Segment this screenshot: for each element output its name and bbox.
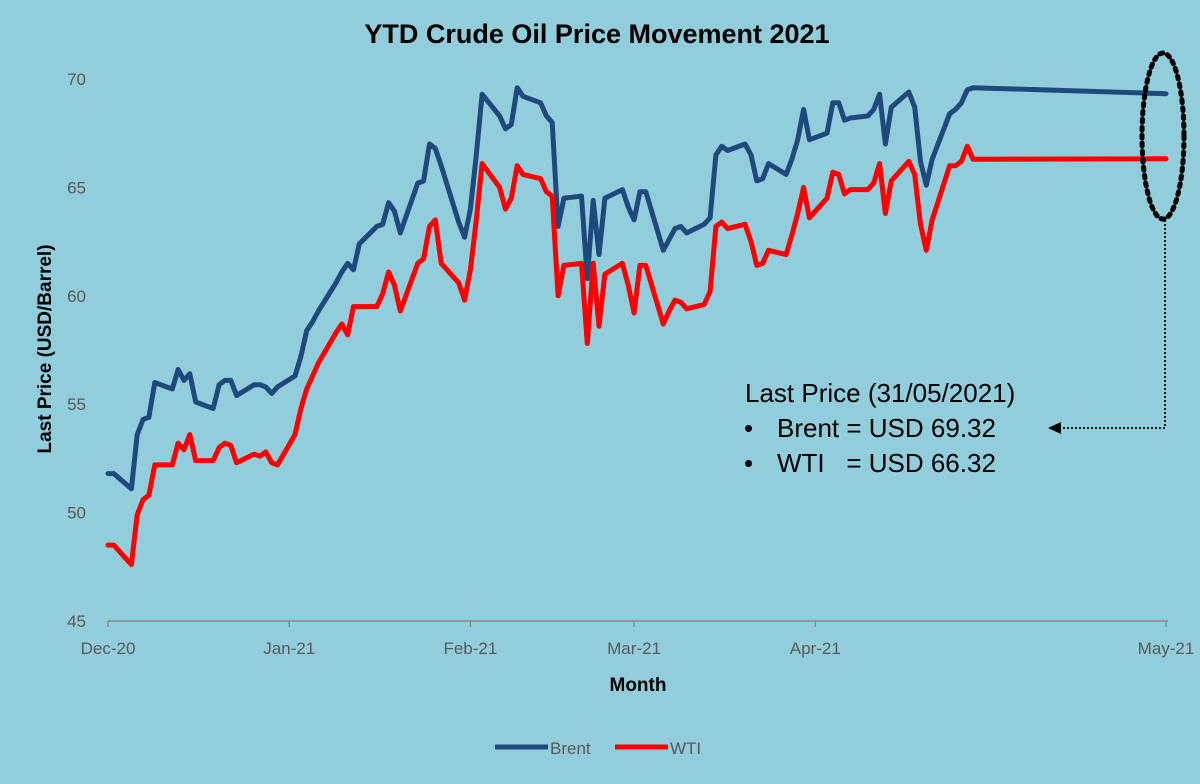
connector-arrowhead: [1048, 422, 1061, 434]
y-tick-label: 65: [67, 178, 86, 197]
y-tick-label: 45: [67, 612, 86, 631]
y-axis-title: Last Price (USD/Barrel): [35, 244, 56, 453]
annotation-heading: Last Price (31/05/2021): [745, 378, 1015, 408]
chart-title: YTD Crude Oil Price Movement 2021: [364, 19, 829, 49]
annotation-bullet-wti: •: [744, 448, 753, 478]
annotation-connector: [1060, 220, 1166, 429]
y-tick-label: 50: [67, 504, 86, 523]
y-axis-ticks: 45 50 55 60 65 70: [67, 70, 86, 631]
x-axis-ticks: Dec-20 Jan-21 Feb-21 Mar-21 Apr-21 May-21: [81, 621, 1195, 658]
x-tick-label: Mar-21: [607, 639, 661, 658]
y-tick-label: 60: [67, 287, 86, 306]
x-tick-label: Feb-21: [443, 639, 497, 658]
legend: Brent WTI: [495, 739, 701, 758]
series-line-wti: [105, 143, 1169, 568]
x-tick-label: Dec-20: [81, 639, 136, 658]
x-axis-title: Month: [610, 675, 667, 696]
annotation-brent: Brent = USD 69.32: [777, 413, 996, 443]
annotation-bullet-brent: •: [744, 413, 753, 443]
legend-label-wti: WTI: [670, 739, 701, 758]
annotation-wti: WTI = USD 66.32: [777, 448, 996, 478]
series-line-brent: [105, 85, 1169, 492]
x-tick-label: May-21: [1138, 639, 1195, 658]
highlight-ellipse: [1139, 50, 1187, 222]
series-layer: [105, 85, 1169, 568]
x-tick-label: Jan-21: [263, 639, 315, 658]
legend-label-brent: Brent: [550, 739, 591, 758]
y-tick-label: 70: [67, 70, 86, 89]
y-tick-label: 55: [67, 395, 86, 414]
x-tick-label: Apr-21: [790, 639, 841, 658]
